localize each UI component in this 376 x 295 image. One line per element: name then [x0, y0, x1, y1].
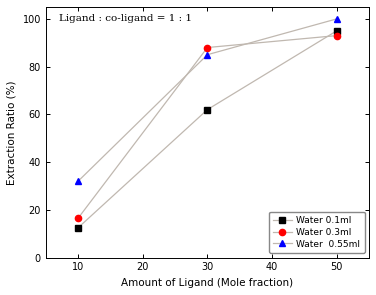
Y-axis label: Extraction Ratio (%): Extraction Ratio (%) — [7, 80, 17, 185]
Legend: Water 0.1ml, Water 0.3ml, Water  0.55ml: Water 0.1ml, Water 0.3ml, Water 0.55ml — [269, 212, 365, 253]
Water 0.3ml — [76, 217, 80, 220]
Text: Ligand : co-ligand = 1 : 1: Ligand : co-ligand = 1 : 1 — [59, 14, 192, 24]
Water 0.1ml — [205, 108, 210, 112]
X-axis label: Amount of Ligand (Mole fraction): Amount of Ligand (Mole fraction) — [121, 278, 293, 288]
Line: Water 0.1ml: Water 0.1ml — [75, 28, 340, 231]
Water  0.55ml — [205, 53, 210, 56]
Water  0.55ml — [335, 17, 339, 21]
Line: Water 0.3ml: Water 0.3ml — [75, 32, 340, 221]
Water  0.55ml — [76, 179, 80, 183]
Water 0.3ml — [205, 46, 210, 49]
Water 0.1ml — [76, 226, 80, 230]
Line: Water  0.55ml: Water 0.55ml — [74, 15, 340, 185]
Water 0.3ml — [335, 34, 339, 37]
Water 0.1ml — [335, 29, 339, 32]
